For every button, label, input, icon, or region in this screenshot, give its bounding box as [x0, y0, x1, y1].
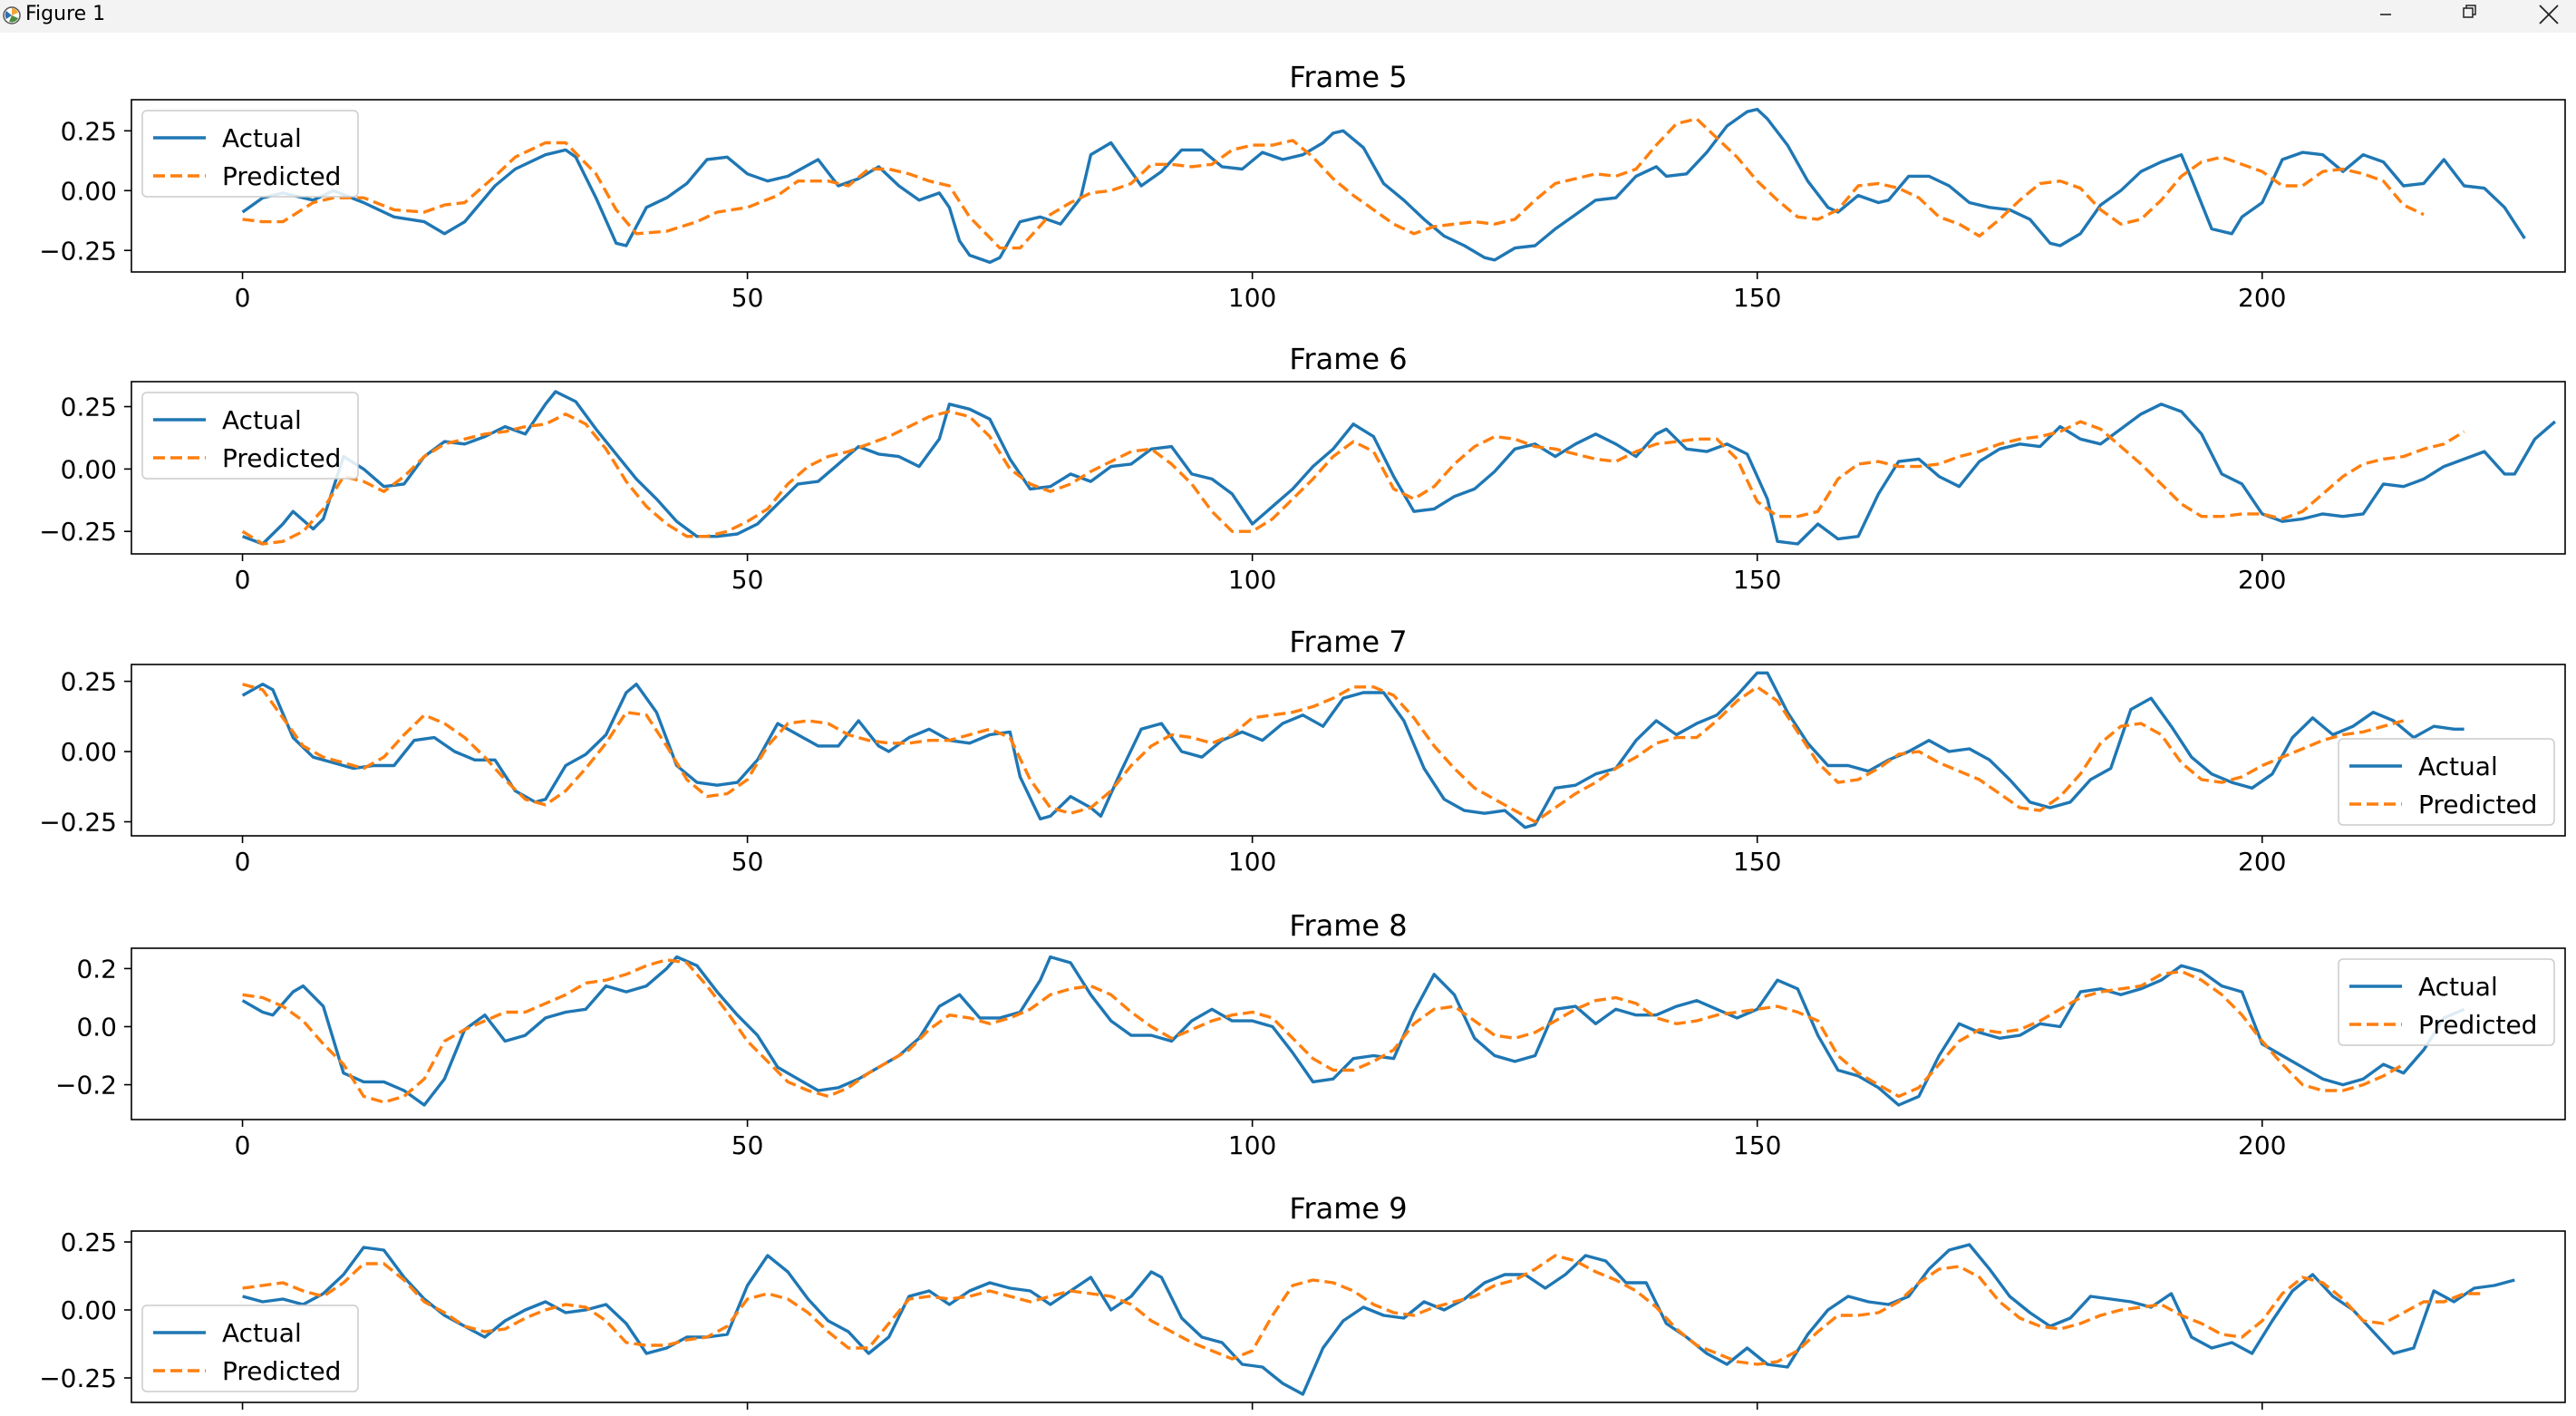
- x-tick-label: 200: [2238, 565, 2286, 595]
- y-tick-label: 0.00: [61, 176, 117, 206]
- x-tick-label: 50: [731, 283, 764, 313]
- x-tick-label: 100: [1228, 1413, 1276, 1416]
- subplot-title: Frame 8: [1289, 908, 1407, 943]
- series-line-predicted: [242, 1254, 2484, 1366]
- legend: Actual Predicted: [2338, 738, 2555, 826]
- y-tick-label: −0.25: [39, 808, 117, 838]
- x-tick-label: 150: [1733, 283, 1781, 313]
- axes-frame: [131, 664, 2566, 837]
- series-line-actual: [241, 671, 2465, 829]
- series-line-predicted: [242, 117, 2425, 250]
- legend: Actual Predicted: [141, 1304, 359, 1392]
- x-tick-label: 200: [2238, 1413, 2286, 1416]
- series-line-actual: [242, 390, 2557, 546]
- axes-frame: [131, 99, 2566, 273]
- minimize-icon: [2380, 14, 2391, 15]
- subplot-frame-5: Frame 5 0 50 100 150 200 0.25 0.00 −0.25 Actual Pr…: [39, 60, 2566, 313]
- series-line-actual: [241, 955, 2465, 1107]
- legend-label-predicted: Predicted: [222, 443, 341, 473]
- x-tick-label: 50: [731, 1413, 764, 1416]
- x-tick-label: 0: [235, 1413, 251, 1416]
- legend-label-predicted: Predicted: [2418, 1010, 2537, 1040]
- subplot-title: Frame 6: [1289, 342, 1407, 376]
- y-tick-label: −0.25: [39, 1363, 117, 1393]
- close-icon: [2539, 5, 2559, 24]
- legend-label-predicted: Predicted: [222, 161, 341, 191]
- x-tick-label: 200: [2238, 283, 2286, 313]
- series-line-actual: [242, 1243, 2515, 1396]
- subplot-title: Frame 9: [1289, 1191, 1407, 1226]
- legend: Actual Predicted: [2338, 958, 2555, 1046]
- axes-frame: [131, 1230, 2566, 1403]
- maximize-button[interactable]: [2426, 0, 2507, 29]
- axes-frame: [131, 381, 2566, 555]
- legend: Actual Predicted: [141, 392, 359, 480]
- x-tick-label: 50: [731, 1130, 764, 1160]
- close-button[interactable]: [2507, 0, 2576, 29]
- series-line-actual: [241, 107, 2526, 265]
- x-tick-label: 100: [1228, 565, 1276, 595]
- legend-label-actual: Actual: [222, 123, 302, 153]
- legend-label-predicted: Predicted: [222, 1356, 341, 1386]
- legend-label-actual: Actual: [222, 1318, 302, 1348]
- x-tick-label: 200: [2238, 847, 2286, 877]
- y-tick-label: −0.2: [55, 1071, 117, 1101]
- legend-label-predicted: Predicted: [2418, 790, 2537, 820]
- axes-frame: [131, 947, 2566, 1120]
- legend: Actual Predicted: [141, 110, 359, 198]
- series-line-predicted: [242, 958, 2405, 1104]
- x-tick-label: 150: [1733, 1413, 1781, 1416]
- x-tick-label: 100: [1228, 847, 1276, 877]
- subplot-frame-8: Frame 8 0 50 100 150 200 0.2 0.0 −0.2 Actual Predi…: [55, 908, 2566, 1160]
- maximize-icon: [2463, 5, 2476, 18]
- subplot-title: Frame 5: [1289, 60, 1407, 94]
- subplot-frame-9: Frame 9 0 50 100 150 200 0.25 0.00 −0.25 Actual Pr…: [39, 1191, 2566, 1416]
- legend-label-actual: Actual: [222, 405, 302, 435]
- window-title: Figure 1: [25, 3, 106, 25]
- y-tick-label: −0.25: [39, 517, 117, 547]
- y-tick-label: 0.00: [61, 737, 117, 767]
- subplot-frame-6: Frame 6 0 50 100 150 200 0.25 0.00 −0.25 Actual Pr…: [39, 342, 2566, 595]
- legend-label-actual: Actual: [2418, 752, 2498, 781]
- subplot-frame-7: Frame 7 0 50 100 150 200 0.25 0.00 −0.25 Actual Pr…: [39, 625, 2566, 877]
- x-tick-label: 100: [1228, 1130, 1276, 1160]
- x-tick-label: 0: [235, 847, 251, 877]
- series-line-predicted: [241, 410, 2465, 546]
- y-tick-label: 0.25: [61, 116, 117, 146]
- y-tick-label: 0.00: [61, 1295, 117, 1325]
- y-tick-label: 0.25: [61, 667, 117, 697]
- subplot-title: Frame 7: [1289, 625, 1407, 659]
- x-tick-label: 0: [235, 1130, 251, 1160]
- y-tick-label: −0.25: [39, 236, 117, 266]
- x-tick-label: 150: [1733, 1130, 1781, 1160]
- x-tick-label: 200: [2238, 1130, 2286, 1160]
- x-tick-label: 100: [1228, 283, 1276, 313]
- window-titlebar: Figure 1: [0, 0, 2576, 33]
- y-tick-label: 0.25: [61, 393, 117, 422]
- y-tick-label: 0.00: [61, 454, 117, 484]
- x-tick-label: 50: [731, 565, 764, 595]
- matplotlib-logo-icon: [3, 6, 21, 24]
- x-tick-label: 0: [235, 283, 251, 313]
- y-tick-label: 0.25: [61, 1227, 117, 1257]
- series-line-predicted: [242, 683, 2405, 824]
- y-tick-label: 0.2: [76, 954, 117, 984]
- x-tick-label: 150: [1733, 847, 1781, 877]
- figure-canvas: Frame 50 50 100 150 2000.250.00−0.25ActualPr…: [39, 60, 2566, 1416]
- y-tick-label: 0.0: [76, 1012, 117, 1042]
- legend-label-actual: Actual: [2418, 972, 2498, 1002]
- minimize-button[interactable]: [2344, 0, 2426, 29]
- x-tick-label: 150: [1733, 565, 1781, 595]
- x-tick-label: 50: [731, 847, 764, 877]
- x-tick-label: 0: [235, 565, 251, 595]
